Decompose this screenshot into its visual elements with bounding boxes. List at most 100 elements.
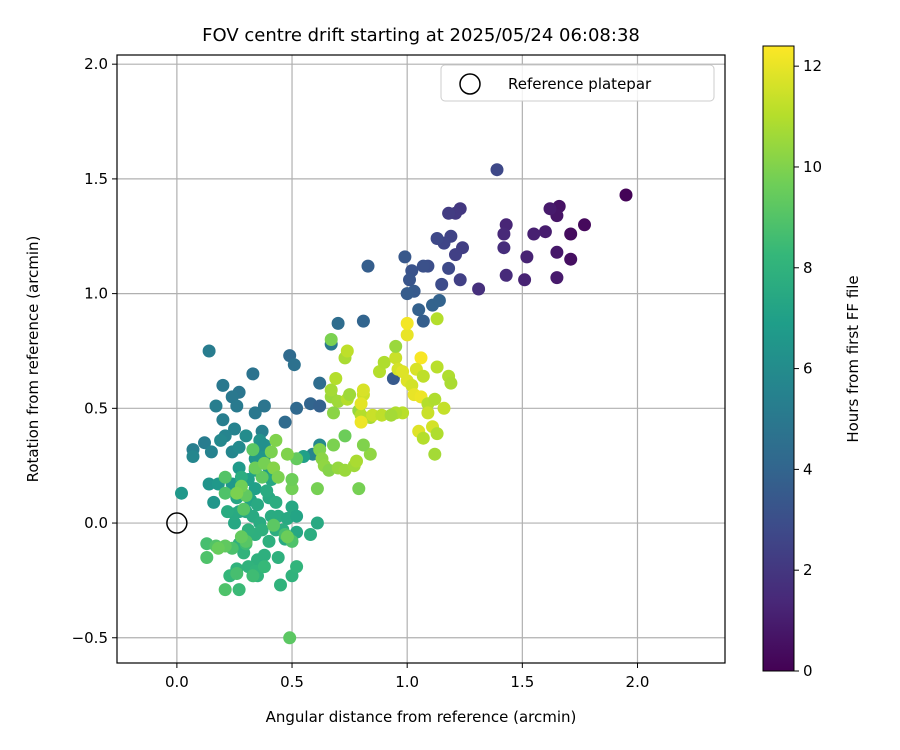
legend-box	[440, 64, 715, 102]
scatter-point	[260, 484, 274, 498]
scatter-point	[356, 314, 370, 328]
scatter-point	[310, 516, 324, 530]
scatter-point	[200, 551, 214, 564]
legend-marker	[459, 73, 481, 95]
scatter-point	[389, 351, 403, 365]
scatter-point	[564, 252, 578, 266]
reference-platepar-marker	[166, 512, 188, 534]
x-tick-label: 2.0	[626, 673, 650, 691]
scatter-point	[221, 505, 234, 519]
scatter-point	[338, 429, 352, 443]
scatter-point	[218, 583, 232, 597]
scatter-point	[234, 530, 248, 544]
scatter-point	[400, 328, 414, 342]
scatter-point	[186, 450, 200, 463]
data-points	[175, 163, 633, 645]
colorbar-tick-label: 0	[803, 662, 813, 680]
scatter-point	[430, 427, 444, 441]
y-tick-label: 2.0	[84, 55, 108, 73]
scatter-point	[543, 202, 557, 216]
scatter-point	[343, 388, 357, 402]
scatter-point	[257, 548, 271, 562]
legend-label: Reference platepar	[508, 75, 652, 93]
scatter-point	[214, 433, 228, 447]
scatter-point	[246, 443, 260, 457]
scatter-point	[550, 271, 564, 285]
scatter-point	[290, 560, 304, 574]
scatter-point	[216, 378, 230, 392]
scatter-point	[257, 399, 271, 413]
scatter-point	[384, 408, 398, 422]
scatter-point	[255, 470, 269, 484]
scatter-point	[262, 534, 276, 548]
scatter-point	[232, 583, 246, 597]
scatter-point	[278, 415, 292, 429]
colorbar: 0 2 4 6 8 10 12 Hours from first FF file	[762, 45, 862, 680]
colorbar-ticks: 0 2 4 6 8 10 12	[794, 57, 822, 680]
y-tick-label: 0.5	[84, 399, 108, 417]
scatter-point	[313, 399, 327, 413]
scatter-point	[287, 358, 301, 372]
scatter-point	[324, 333, 338, 346]
scatter-point	[497, 241, 511, 255]
scatter-point	[269, 433, 283, 447]
colorbar-tick-label: 10	[803, 158, 822, 176]
scatter-point	[403, 273, 416, 287]
scatter-point	[375, 408, 389, 422]
scatter-point	[497, 227, 511, 241]
scatter-point	[239, 429, 253, 443]
scatter-point	[175, 486, 188, 500]
y-tick-label: 1.5	[84, 170, 108, 188]
scatter-point	[327, 406, 340, 420]
scatter-point	[267, 518, 281, 532]
scatter-point	[490, 163, 504, 177]
scatter-point	[400, 316, 414, 330]
scatter-point	[442, 261, 456, 275]
scatter-point	[271, 470, 285, 484]
scatter-point	[389, 339, 403, 353]
scatter-point	[430, 360, 444, 374]
scatter-point	[216, 413, 230, 427]
scatter-point	[324, 383, 338, 397]
scatter-point	[232, 440, 246, 454]
scatter-point	[202, 477, 216, 491]
scatter-point	[416, 431, 430, 445]
x-axis: 0.0 0.5 1.0 1.5 2.0	[165, 663, 649, 691]
colorbar-tick-label: 2	[803, 561, 813, 579]
scatter-point	[416, 259, 430, 273]
scatter-point	[432, 294, 446, 307]
scatter-point	[527, 227, 541, 241]
scatter-point	[361, 259, 375, 273]
scatter-point	[285, 482, 299, 496]
scatter-point	[237, 502, 251, 516]
scatter-point	[340, 344, 354, 358]
scatter-point	[218, 470, 232, 484]
x-tick-label: 0.0	[165, 673, 189, 691]
scatter-point	[283, 631, 297, 645]
scatter-point	[257, 560, 271, 574]
scatter-point	[435, 277, 449, 291]
scatter-point	[400, 287, 414, 301]
scatter-point	[209, 399, 223, 413]
scatter-point	[202, 344, 216, 358]
scatter-point	[352, 482, 366, 496]
scatter-point	[356, 383, 370, 397]
scatter-point	[290, 401, 304, 415]
scatter-point	[251, 498, 264, 512]
y-tick-label: 1.0	[84, 285, 108, 303]
scatter-point	[354, 397, 368, 411]
scatter-point	[442, 206, 456, 220]
scatter-point	[412, 303, 426, 317]
scatter-point	[518, 273, 532, 287]
colorbar-gradient	[762, 45, 795, 672]
colorbar-tick-label: 12	[803, 57, 822, 75]
scatter-point	[398, 250, 412, 264]
y-axis-label: Rotation from reference (arcmin)	[24, 236, 42, 483]
scatter-point	[248, 482, 262, 496]
scatter-point	[428, 447, 442, 461]
scatter-point	[313, 376, 327, 390]
scatter-point	[248, 406, 262, 420]
scatter-point	[228, 422, 241, 436]
scatter-point	[437, 401, 451, 415]
scatter-point	[428, 392, 442, 406]
